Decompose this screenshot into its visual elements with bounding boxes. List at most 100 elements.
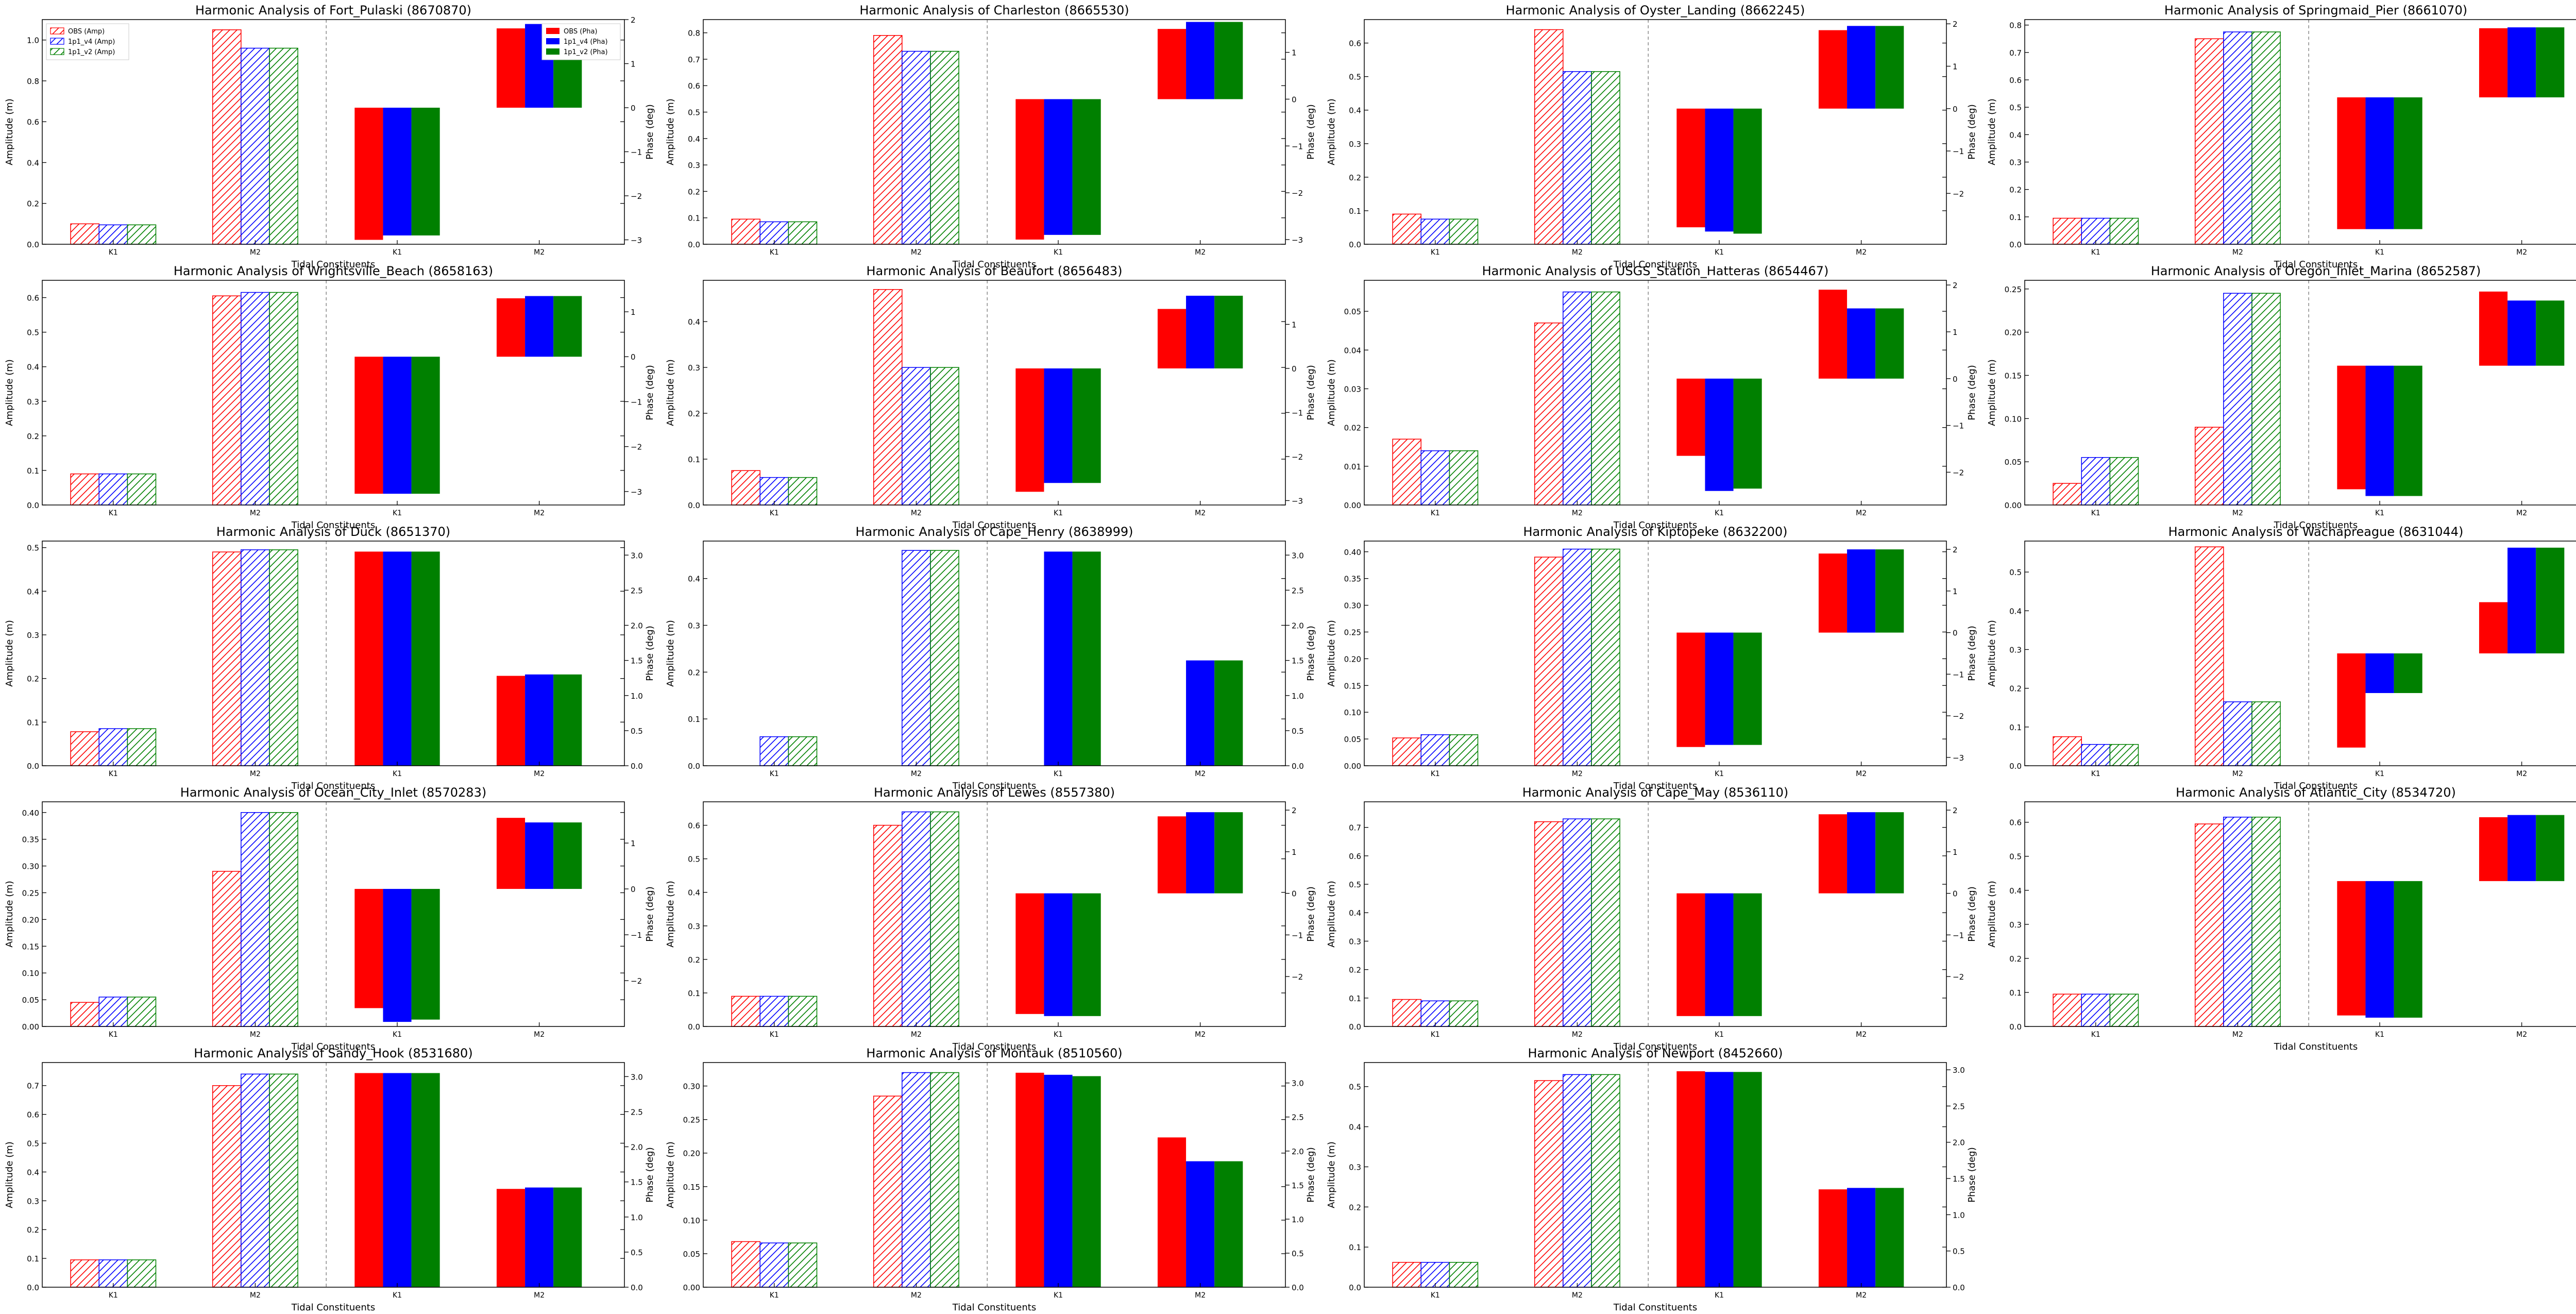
amplitude-bar [2251, 293, 2281, 506]
amp-tick-label: 0.02 [1344, 424, 1361, 433]
pha-tick-label: −2 [1292, 972, 1303, 982]
amp-tick-label: 0.4 [2009, 886, 2022, 896]
x-tick-label: M2 [250, 509, 261, 517]
phase-bar [1733, 893, 1762, 1016]
station-panel: Harmonic Analysis of Wrightsville_Beach … [4, 264, 655, 531]
amp-tick-label: 0.00 [683, 1283, 700, 1292]
x-tick-label: K1 [1715, 248, 1724, 257]
pha-tick-label: −2 [631, 443, 642, 452]
x-tick-label: M2 [2232, 248, 2243, 257]
pha-tick-label: 2 [1292, 806, 1297, 815]
x-axis-label: Tidal Constituents [2274, 520, 2358, 531]
amp-tick-label: 0.6 [27, 294, 39, 303]
legend-swatch [546, 48, 560, 55]
amplitude-bar [269, 812, 298, 1027]
pha-tick-label: 2 [1953, 20, 1958, 29]
amp-tick-label: 0.7 [2009, 48, 2022, 58]
amplitude-bar [731, 218, 760, 245]
phase-bar [1072, 368, 1101, 483]
phase-bar [1847, 26, 1876, 109]
phase-bar [1847, 549, 1876, 633]
phase-bar [2365, 365, 2394, 496]
amp-tick-label: 0.4 [27, 363, 39, 372]
amplitude-bar [1392, 999, 1421, 1027]
amp-tick-label: 0.0 [27, 501, 39, 510]
pha-tick-label: 2 [1953, 281, 1958, 290]
amp-tick-label: 1.0 [27, 36, 39, 45]
phase-bar [553, 296, 582, 357]
pha-tick-label: 1 [631, 839, 636, 848]
amplitude-bar [1563, 548, 1592, 766]
amp-tick-label: 0.00 [1344, 762, 1361, 771]
amplitude-bar [1534, 557, 1564, 766]
panel-title: Harmonic Analysis of Ocean_City_Inlet (8… [180, 785, 486, 800]
amp-tick-label: 0.8 [688, 29, 700, 38]
legend-swatch [50, 38, 64, 45]
x-tick-label: M2 [250, 1291, 261, 1300]
amplitude-bar [788, 477, 818, 506]
phase-bar [1847, 308, 1876, 379]
pha-tick-label: 2.0 [631, 1143, 643, 1152]
x-tick-label: M2 [1195, 509, 1206, 517]
x-tick-label: K1 [1431, 509, 1440, 517]
station-panel: Harmonic Analysis of Lewes (8557380) 0.0 0… [665, 785, 1316, 1052]
phase-bar [411, 357, 440, 494]
plot-frame [42, 1062, 625, 1288]
amp-tick-label: 0.2 [27, 432, 39, 441]
station-panel: Harmonic Analysis of Cape_Henry (8638999… [665, 525, 1316, 791]
x-axis-label: Tidal Constituents [2274, 259, 2358, 270]
amp-tick-label: 0.2 [688, 955, 700, 965]
phase-bar [1705, 378, 1734, 491]
amp-tick-label: 0.5 [688, 855, 700, 864]
amp-tick-label: 0.10 [2005, 414, 2022, 424]
pha-tick-label: 1.0 [1292, 692, 1304, 701]
amp-tick-label: 0.4 [688, 575, 700, 584]
amplitude-bar [98, 997, 128, 1027]
pha-tick-label: 2 [1953, 806, 1958, 815]
station-panel: Harmonic Analysis of Atlantic_City (8534… [1987, 785, 2576, 1052]
amplitude-bar [2194, 823, 2224, 1027]
phase-bar [411, 889, 440, 1020]
amplitude-bar [212, 1085, 242, 1288]
phase-bar [2394, 97, 2422, 229]
x-tick-label: K1 [2091, 770, 2100, 778]
phase-bar [1015, 368, 1044, 492]
panel-title: Harmonic Analysis of Oyster_Landing (866… [1506, 3, 1805, 18]
amplitude-bar [98, 728, 128, 766]
pha-tick-label: −2 [631, 976, 642, 986]
phase-bar [1186, 1161, 1215, 1287]
panel-title: Harmonic Analysis of Beaufort (8656483) [866, 264, 1122, 278]
amp-tick-label: 0.2 [2009, 186, 2022, 195]
x-tick-label: M2 [911, 1031, 922, 1039]
pha-tick-label: 1 [1292, 848, 1297, 857]
phase-bar [2365, 653, 2394, 693]
amp-tick-label: 0.2 [1349, 966, 1361, 975]
pha-tick-label: 2.0 [1292, 621, 1304, 631]
amp-tick-label: 0.10 [22, 969, 39, 978]
phase-bar [553, 822, 582, 889]
amplitude-bar [98, 473, 128, 506]
plot-frame [703, 1062, 1286, 1288]
x-axis-label: Tidal Constituents [952, 520, 1036, 531]
y-axis-label-phase: Phase (deg) [645, 886, 655, 941]
amplitude-bar [1420, 734, 1450, 766]
y-axis-label-phase: Phase (deg) [1306, 365, 1316, 420]
phase-bar [1875, 1188, 1904, 1287]
x-axis-label: Tidal Constituents [952, 1302, 1036, 1313]
y-axis-label-amplitude: Amplitude (m) [4, 1141, 15, 1208]
amp-tick-label: 0.10 [683, 1216, 700, 1225]
phase-bar [1157, 29, 1187, 99]
phase-bar [2337, 365, 2366, 490]
amp-tick-label: 0.2 [1349, 173, 1361, 182]
x-tick-label: K1 [2091, 509, 2100, 517]
pha-tick-label: 0.5 [1953, 1247, 1965, 1256]
x-tick-label: K1 [1054, 248, 1063, 257]
phase-bar [354, 889, 383, 1008]
x-tick-label: K1 [109, 248, 118, 257]
pha-tick-label: 1 [631, 59, 636, 69]
pha-tick-label: 0.5 [1292, 1249, 1304, 1258]
y-axis-label-phase: Phase (deg) [1306, 886, 1316, 941]
y-axis-label-amplitude: Amplitude (m) [4, 359, 15, 426]
phase-bar [1157, 816, 1187, 894]
x-tick-label: K1 [2375, 1031, 2384, 1039]
